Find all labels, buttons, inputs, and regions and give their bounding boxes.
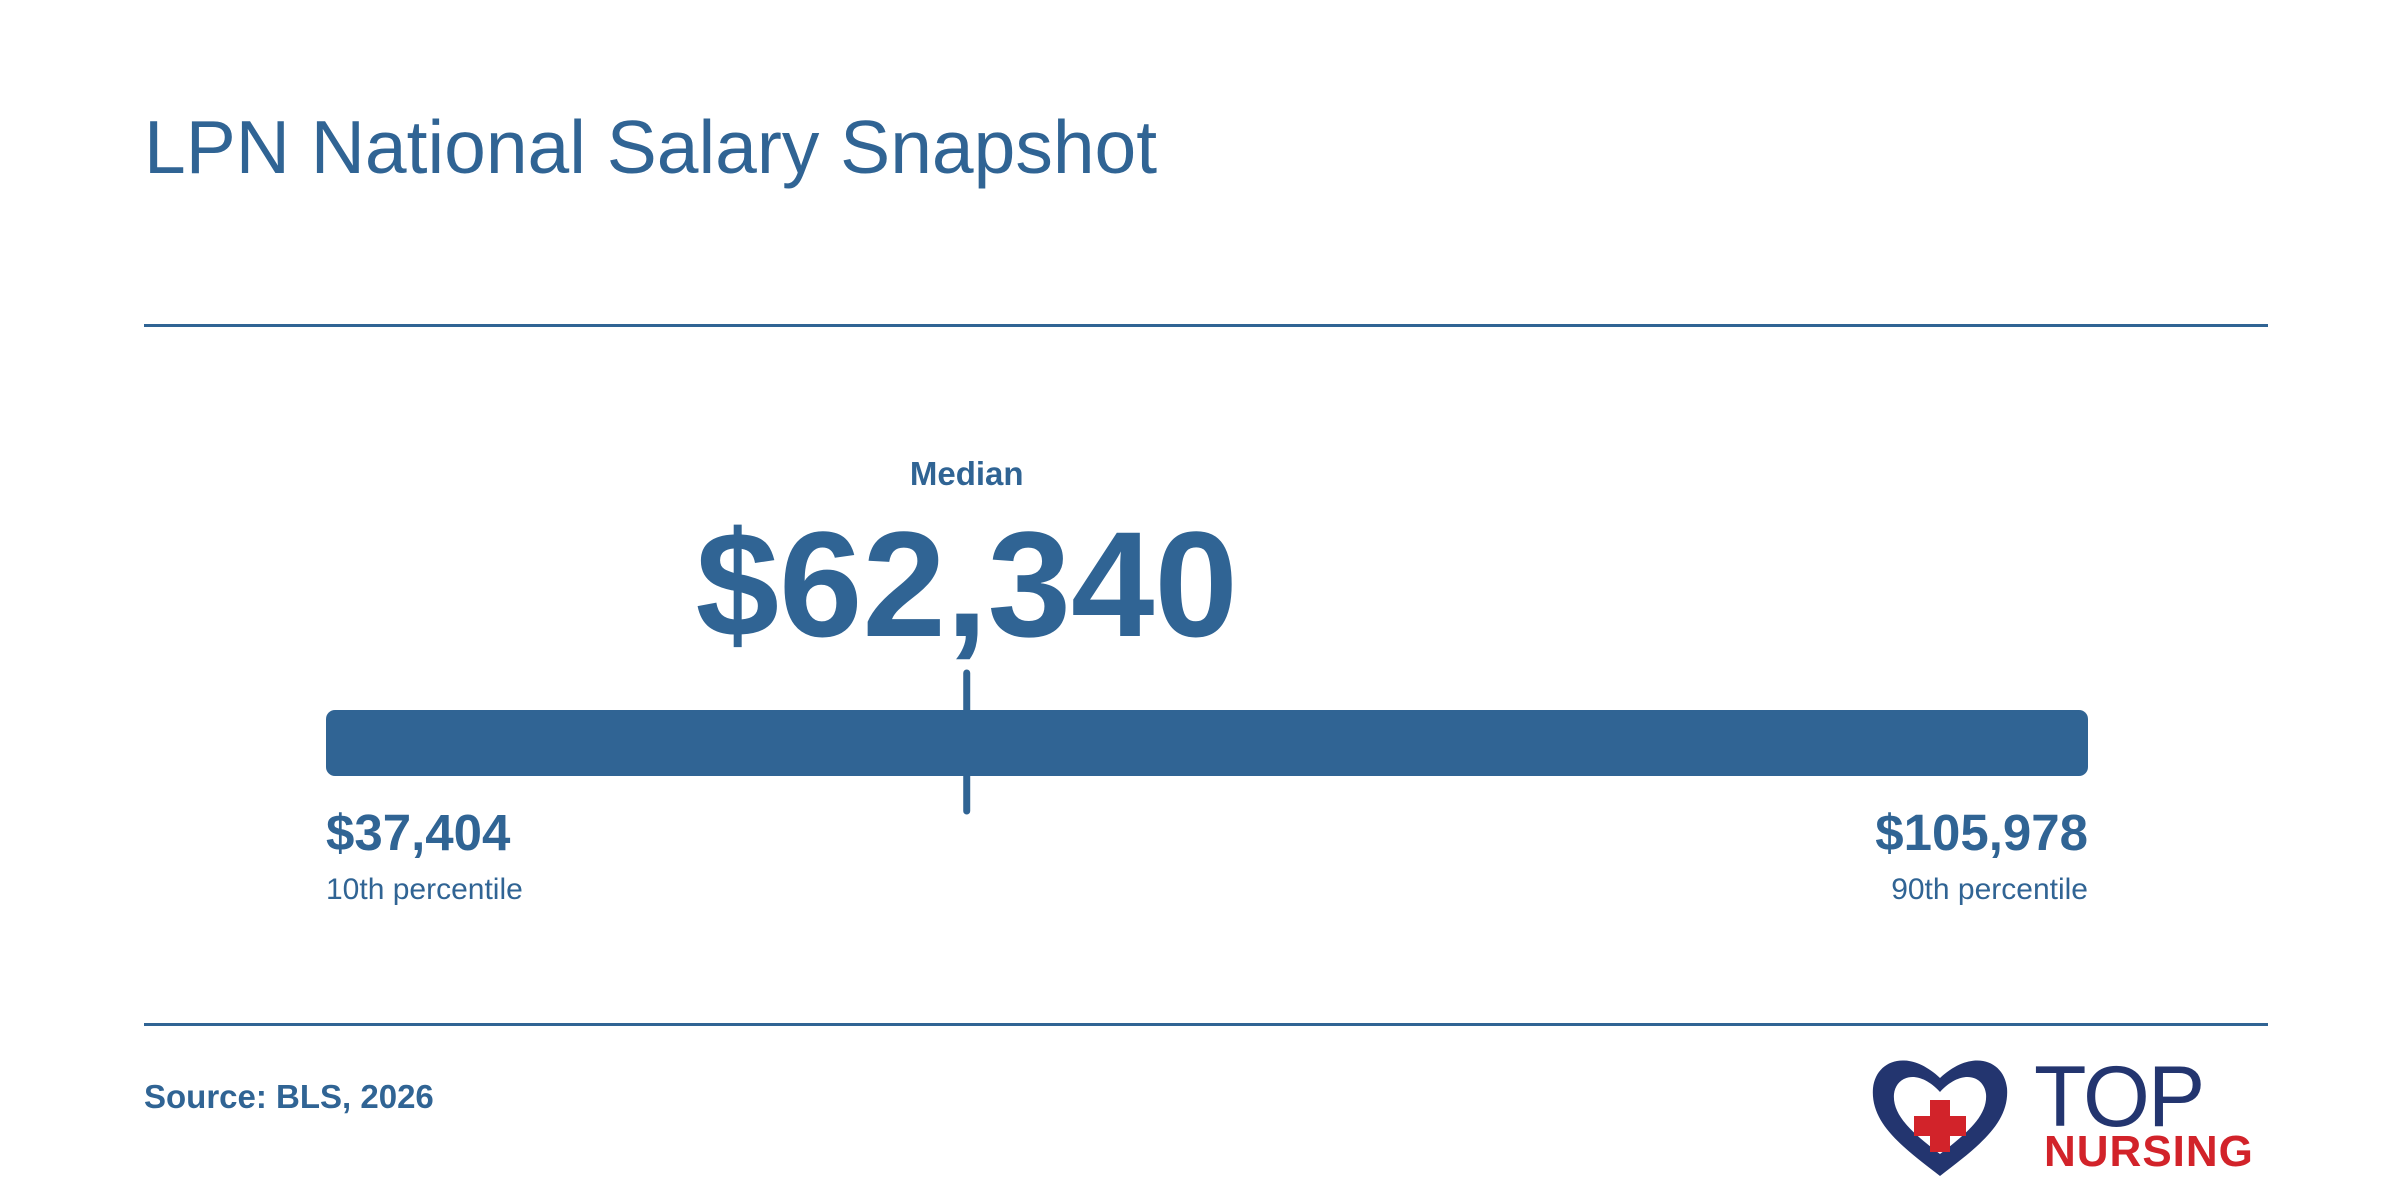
bottom-divider: [144, 1023, 2268, 1026]
page-title: LPN National Salary Snapshot: [144, 105, 1158, 189]
source-note: Source: BLS, 2026: [144, 1078, 434, 1115]
logo-top-text: TOP: [2034, 1049, 2205, 1145]
max-percentile-label: 90th percentile: [1891, 873, 2088, 906]
max-value: $105,978: [1875, 804, 2088, 861]
min-value: $37,404: [326, 804, 511, 861]
top-nursing-logo: TOP NURSING: [1870, 1052, 2270, 1180]
heart-cross-icon: [1872, 1060, 2008, 1176]
median-label: Median: [910, 455, 1024, 492]
salary-range-bar: [326, 710, 2088, 776]
logo-nursing-text: NURSING: [2044, 1127, 2254, 1176]
min-percentile-label: 10th percentile: [326, 873, 523, 906]
median-value: $62,340: [696, 500, 1238, 668]
top-divider: [144, 324, 2268, 327]
